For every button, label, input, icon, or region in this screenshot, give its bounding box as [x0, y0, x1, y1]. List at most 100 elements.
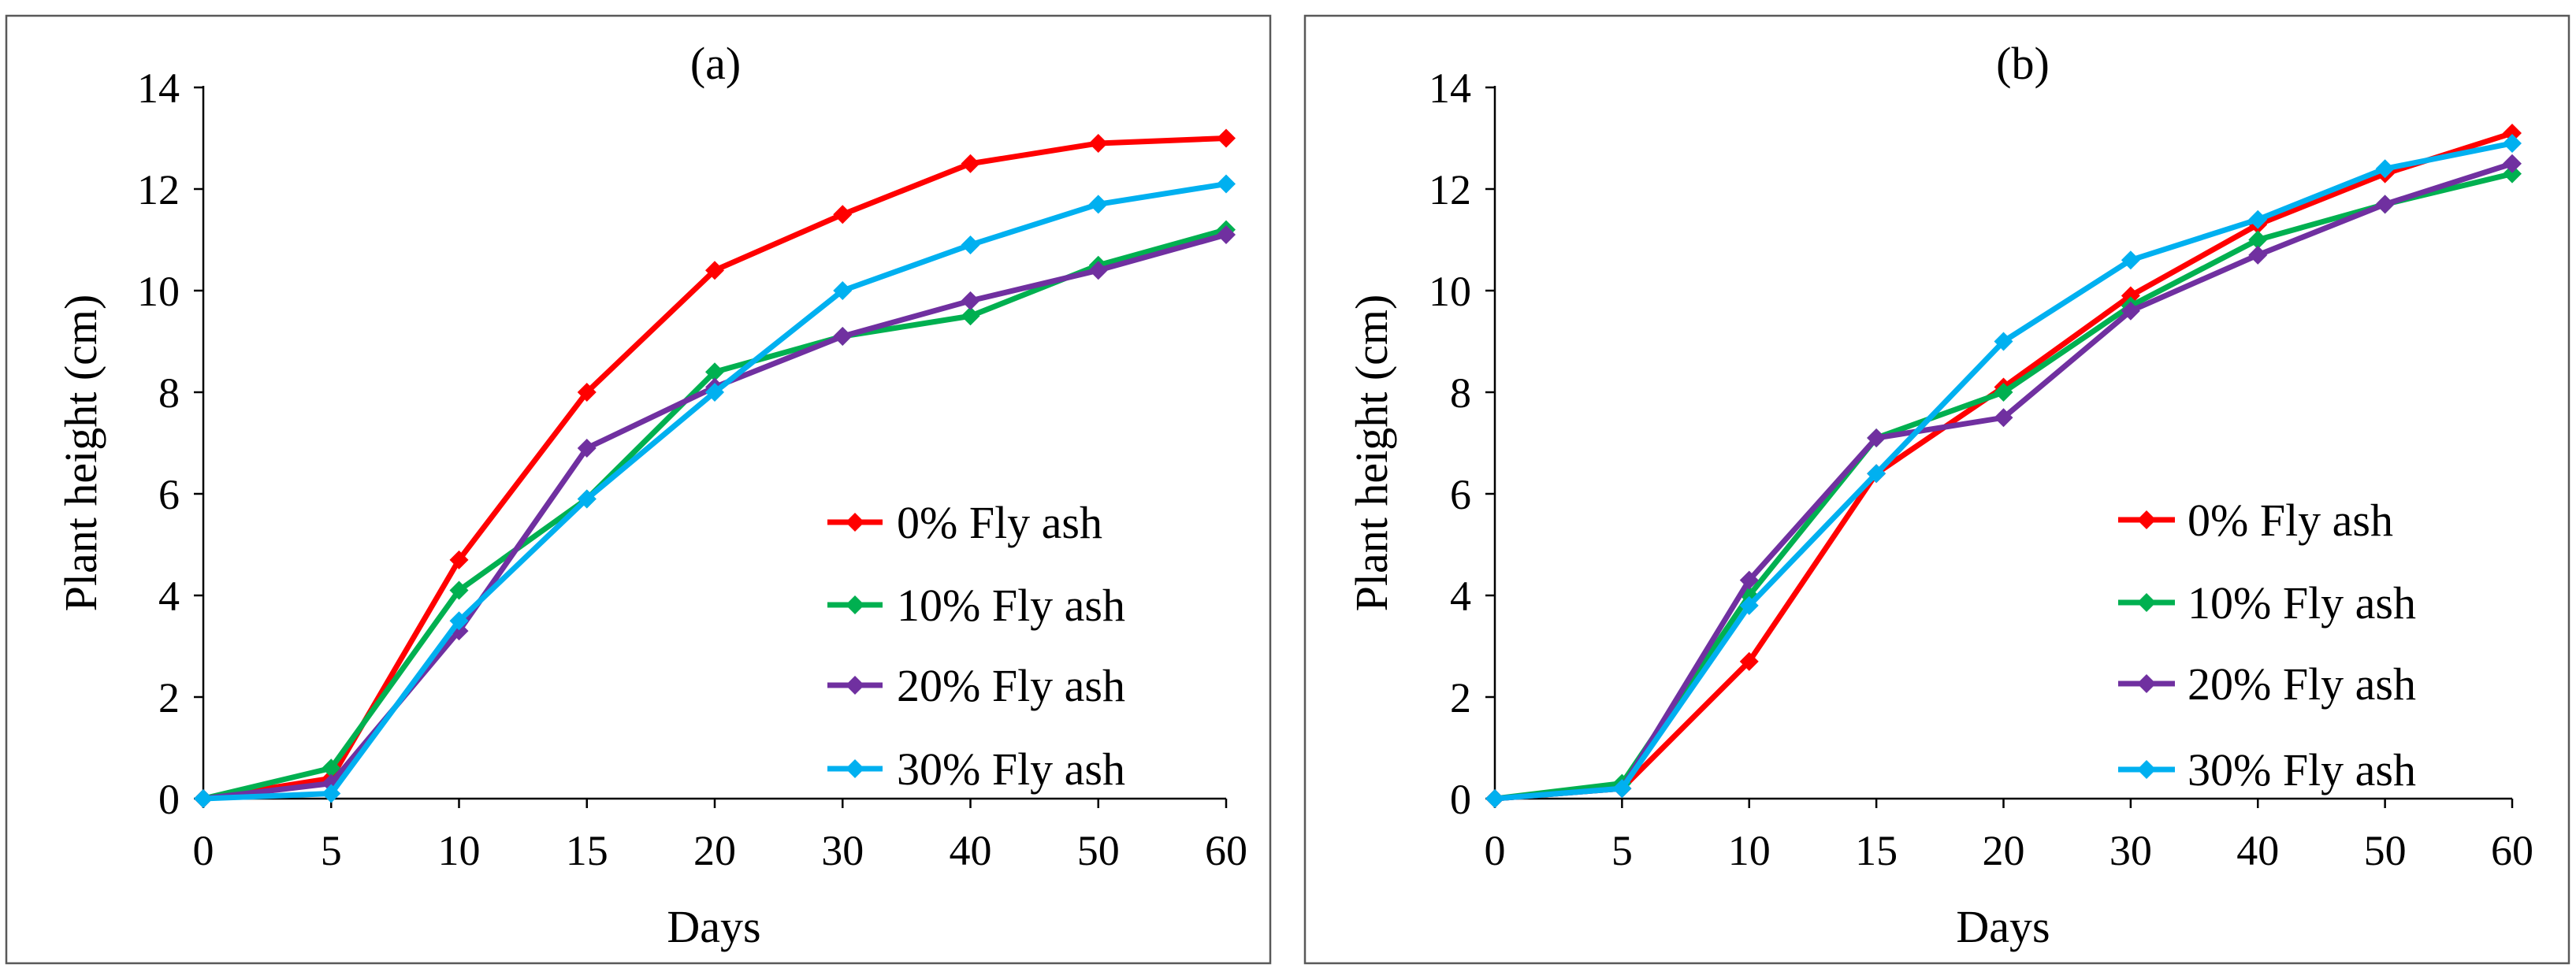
panel-a-frame: [5, 14, 1272, 965]
panel-a-series-20-fly-ash-point: [961, 291, 980, 310]
panel-b-legend-10-fly-ash-label: 10% Fly ash: [2188, 577, 2416, 629]
panel-a-legend-20-fly-ash-label: 20% Fly ash: [897, 660, 1125, 711]
panel-b-series-20-fly-ash-point: [2248, 245, 2268, 265]
panel-b-y-tick-label: 2: [1450, 674, 1471, 721]
panel-b-series-30-fly-ash-point: [2503, 133, 2522, 153]
panel-b-x-tick-label: 50: [2364, 827, 2407, 874]
chart-panel-b: (b) Plant height (cm) Days 0 2 4 6 8 10 12 14 0 5…: [1303, 14, 2570, 965]
panel-a-x-tick-label: 40: [950, 827, 992, 874]
panel-b-series-10-fly-ash: [1485, 164, 2522, 808]
panel-b-legend: 0% Fly ash 10% Fly ash 20% Fly ash 30% Fly …: [2118, 495, 2416, 795]
panel-a-series-30-fly-ash-point: [961, 235, 980, 254]
panel-a-series-30-fly-ash-point: [194, 789, 213, 808]
panel-a-series-20-fly-ash-point: [1217, 225, 1236, 245]
panel-a-series-0-fly-ash-point: [961, 154, 980, 173]
panel-a-legend-30-fly-ash-label: 30% Fly ash: [897, 744, 1125, 795]
panel-a-y-tick-label: 6: [158, 471, 180, 518]
panel-a-series-30-fly-ash: [194, 174, 1236, 808]
panel-b-legend-30-fly-ash: 30% Fly ash: [2118, 744, 2416, 795]
panel-a-series-30-fly-ash-point: [833, 281, 853, 300]
panel-a-series-0-fly-ash-point: [1217, 128, 1236, 148]
panel-b-legend-10-fly-ash: 10% Fly ash: [2118, 577, 2416, 629]
panel-a-x-tick-label: 5: [321, 827, 342, 874]
panel-b-x-axis-title: Days: [1956, 901, 2050, 952]
panel-a-series-20-fly-ash-point: [577, 438, 597, 458]
panel-a-series-30-fly-ash-point: [1217, 174, 1236, 194]
panel-b-series: [1485, 124, 2522, 808]
panel-a-series-0-fly-ash-point: [833, 205, 853, 224]
panel-a-series-10-fly-ash-point: [705, 362, 724, 382]
panel-b-series-0-fly-ash-point: [2503, 124, 2522, 143]
panel-a-series-30-fly-ash-point: [1088, 195, 1108, 214]
panel-b-series-30-fly-ash-point: [1739, 595, 1759, 615]
panel-b-series-30-fly-ash-point: [1612, 779, 1632, 799]
panel-a-x-tick-label: 0: [193, 827, 214, 874]
panel-b-series-20-fly-ash-point: [1739, 570, 1759, 590]
panel-a-legend-10-fly-ash: 10% Fly ash: [827, 580, 1125, 631]
panel-b-title: (b): [1996, 38, 2050, 89]
panel-a-series-10-fly-ash-point: [961, 306, 980, 326]
panel-b-series-10-fly-ash-point: [1994, 383, 2013, 402]
panel-a-y-tick-label: 8: [158, 369, 180, 417]
panel-a-y-tick-label: 4: [158, 573, 180, 620]
panel-b-series-30-fly-ash-point: [1485, 789, 1504, 808]
panel-b-series-30-fly-ash-point: [2375, 159, 2395, 179]
panel-b-legend-20-fly-ash-label: 20% Fly ash: [2188, 658, 2416, 710]
panel-a-series-30-fly-ash-point: [449, 611, 469, 631]
panel-a-series-0-fly-ash-point: [577, 383, 597, 402]
panel-b-series-10-fly-ash-point: [2248, 230, 2268, 250]
panel-a-axes: 0 2 4 6 8 10 12 14 0 5 10 15 20 30 40 50 60: [137, 65, 1247, 874]
panel-a-legend-0-fly-ash: 0% Fly ash: [827, 497, 1102, 548]
panel-a-y-tick-label: 10: [137, 268, 180, 315]
panel-a-series-0-fly-ash-point: [705, 261, 724, 280]
panel-b-x-tick-label: 0: [1485, 827, 1506, 874]
panel-b-y-tick-label: 6: [1450, 471, 1471, 518]
panel-b-series-20-fly-ash-point: [1994, 408, 2013, 428]
panel-a-legend-30-fly-ash: 30% Fly ash: [827, 744, 1125, 795]
panel-b-y-axis-title: Plant height (cm): [1346, 295, 1397, 612]
panel-a-series-30-fly-ash-point: [705, 383, 724, 402]
panel-a-x-tick-label: 50: [1077, 827, 1120, 874]
panel-a-x-tick-label: 10: [438, 827, 481, 874]
panel-b-legend-30-fly-ash-label: 30% Fly ash: [2188, 744, 2416, 795]
panel-a-series-10-fly-ash-point: [322, 758, 341, 778]
panel-b-x-tick-label: 10: [1728, 827, 1771, 874]
panel-b-y-tick-label: 4: [1450, 573, 1471, 620]
panel-b-y-tick-label: 14: [1429, 65, 1471, 112]
panel-a-x-tick-label: 20: [693, 827, 736, 874]
panel-b-legend-10-fly-ash-swatch-marker: [2137, 593, 2156, 612]
panel-b-y-tick-label: 0: [1450, 776, 1471, 823]
panel-b-axes: 0 2 4 6 8 10 12 14 0 5 10 15 20 30 40 50 60: [1429, 65, 2533, 874]
panel-b-series-30-fly-ash-point: [1867, 464, 1886, 484]
panel-a-y-tick-label: 0: [158, 776, 180, 823]
panel-b-series-30-fly-ash-point: [2248, 210, 2268, 229]
panel-b-legend-20-fly-ash-swatch-marker: [2137, 674, 2156, 693]
panel-b-x-tick-label: 30: [2109, 827, 2152, 874]
panel-a-x-tick-label: 30: [821, 827, 864, 874]
panel-a-x-tick-label: 60: [1205, 827, 1247, 874]
panel-a-title: (a): [690, 38, 741, 89]
panel-b-legend-20-fly-ash: 20% Fly ash: [2118, 658, 2416, 710]
panel-b-x-tick-label: 20: [1983, 827, 2025, 874]
panel-a-series-0-fly-ash-point: [449, 550, 469, 569]
panel-a-legend-20-fly-ash-swatch-marker: [846, 676, 864, 695]
panel-b-x-tick-label: 5: [1611, 827, 1633, 874]
panel-b-legend-30-fly-ash-swatch-marker: [2137, 760, 2156, 779]
panel-b-x-tick-label: 60: [2491, 827, 2533, 874]
panel-b-x-tick-label: 15: [1855, 827, 1898, 874]
panel-a-x-axis-title: Days: [667, 901, 760, 952]
panel-b-series-0-fly-ash-point: [1739, 651, 1759, 671]
panel-a-y-tick-label: 2: [158, 674, 180, 721]
panel-b-legend-0-fly-ash-label: 0% Fly ash: [2188, 495, 2393, 546]
panel-a-legend-10-fly-ash-swatch-marker: [846, 595, 864, 614]
panel-a-series-10-fly-ash-point: [449, 580, 469, 600]
panel-a-legend-30-fly-ash-swatch-marker: [846, 759, 864, 778]
panel-b-y-tick-label: 8: [1450, 369, 1471, 417]
panel-b-y-tick-label: 12: [1429, 166, 1471, 213]
panel-b-legend-0-fly-ash-swatch-marker: [2137, 510, 2156, 529]
panel-b-frame: [1303, 14, 2570, 965]
panel-a-series: [194, 128, 1236, 808]
panel-b-series-30-fly-ash: [1485, 133, 2522, 808]
panel-b-y-tick-label: 10: [1429, 268, 1471, 315]
